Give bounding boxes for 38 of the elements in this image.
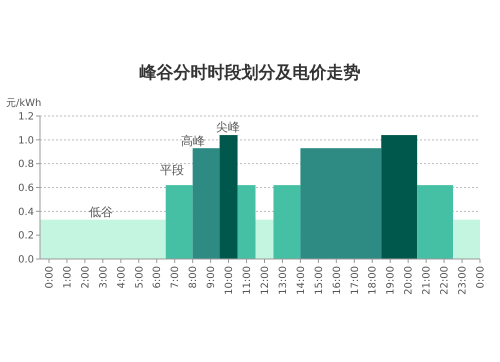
y-tick-label: 0.8 xyxy=(18,159,34,170)
x-tick-label: 17:00 xyxy=(350,266,361,295)
x-tick-label: 18:00 xyxy=(368,266,379,295)
x-tick-label: 11:00 xyxy=(242,266,254,295)
x-tick-label: 2:00 xyxy=(80,266,92,288)
x-tick-label: 3:00 xyxy=(98,266,110,288)
annotation: 平段 xyxy=(160,163,184,177)
x-tick-label: 10:00 xyxy=(224,266,236,295)
annotation: 高峰 xyxy=(181,134,205,148)
x-tick-label: 22:00 xyxy=(440,266,451,295)
y-tick-label: 0.4 xyxy=(18,206,34,218)
x-tick-label: 8:00 xyxy=(188,266,200,288)
x-tick-label: 5:00 xyxy=(134,266,146,288)
y-tick-label: 0.2 xyxy=(18,230,34,242)
x-tick-label: 9:00 xyxy=(206,266,218,288)
x-tick-label: 21:00 xyxy=(422,266,433,295)
x-tick-label: 0:00 xyxy=(476,266,486,288)
x-tick-label: 13:00 xyxy=(278,266,289,295)
x-tick-label: 1:00 xyxy=(62,266,74,288)
chart-title: 峰谷分时时段划分及电价走势 xyxy=(140,63,360,83)
x-tick-label: 4:00 xyxy=(116,266,128,288)
y-tick-label: 0.6 xyxy=(18,183,34,194)
x-tick-label: 23:00 xyxy=(458,266,469,295)
x-tick-label: 19:00 xyxy=(386,266,397,295)
x-tick-label: 12:00 xyxy=(260,266,271,295)
y-tick-label: 1.0 xyxy=(18,135,34,146)
x-tick-label: 16:00 xyxy=(332,266,343,295)
annotation: 尖峰 xyxy=(216,120,240,134)
x-tick-label: 14:00 xyxy=(296,266,307,295)
x-tick-label: 6:00 xyxy=(152,266,164,288)
annotation: 低谷 xyxy=(89,205,113,219)
x-tick-label: 20:00 xyxy=(404,266,415,295)
y-axis-title: 元/kWh xyxy=(6,98,42,109)
y-tick-label: 0.0 xyxy=(18,254,34,266)
y-tick-label: 1.2 xyxy=(18,112,34,122)
x-tick-label: 15:00 xyxy=(314,266,325,295)
x-tick-label: 0:00 xyxy=(44,266,56,288)
x-tick-label: 7:00 xyxy=(170,266,182,288)
